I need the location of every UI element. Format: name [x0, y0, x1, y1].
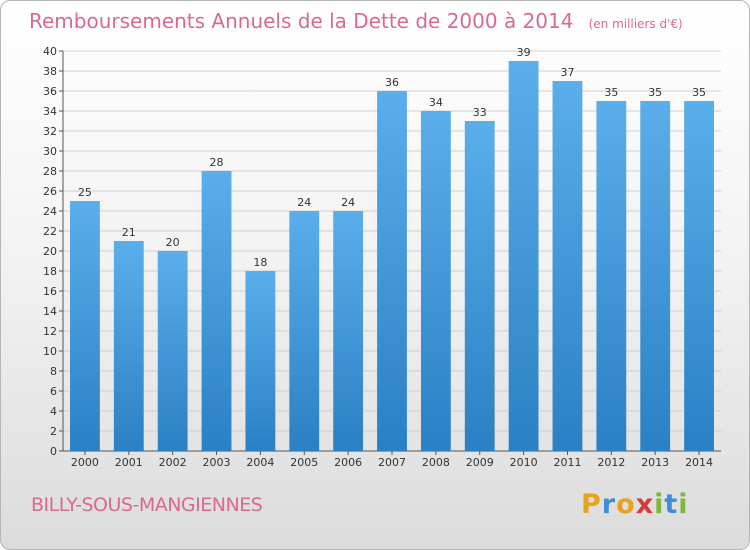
- y-tick-label: 22: [43, 225, 57, 238]
- bar-2000: [70, 201, 100, 451]
- y-tick-label: 8: [50, 365, 57, 378]
- value-label-2012: 35: [604, 86, 618, 99]
- y-tick-label: 28: [43, 165, 57, 178]
- y-tick-label: 14: [43, 305, 57, 318]
- y-tick-label: 38: [43, 65, 57, 78]
- bar-2004: [245, 271, 276, 451]
- value-label-2006: 24: [341, 196, 355, 209]
- x-tick-label-2012: 2012: [597, 456, 625, 469]
- x-tick-label-2002: 2002: [159, 456, 187, 469]
- value-label-2010: 39: [517, 46, 531, 59]
- value-label-2004: 18: [253, 256, 267, 269]
- x-tick-label-2008: 2008: [422, 456, 450, 469]
- bar-2012: [596, 101, 627, 451]
- bar-2001: [113, 241, 144, 451]
- bar-2013: [640, 101, 671, 451]
- y-tick-label: 6: [50, 385, 57, 398]
- x-tick-label-2006: 2006: [334, 456, 362, 469]
- value-label-2011: 37: [560, 66, 574, 79]
- commune-name: BILLY-SOUS-MANGIENNES: [31, 494, 263, 516]
- y-tick-label: 36: [43, 85, 57, 98]
- x-tick-label-2013: 2013: [641, 456, 669, 469]
- bar-2011: [552, 81, 583, 451]
- bar-2002: [157, 251, 188, 451]
- y-tick-label: 30: [43, 145, 57, 158]
- x-tick-label-2007: 2007: [378, 456, 406, 469]
- chart-title-unit: (en milliers d'€): [589, 17, 683, 31]
- value-label-2002: 20: [166, 236, 180, 249]
- y-tick-label: 20: [43, 245, 57, 258]
- y-tick-label: 0: [50, 445, 57, 458]
- x-tick-label-2010: 2010: [510, 456, 538, 469]
- chart-title: Remboursements Annuels de la Dette de 20…: [29, 9, 683, 33]
- value-label-2008: 34: [429, 96, 443, 109]
- x-tick-label-2011: 2011: [553, 456, 581, 469]
- bar-2009: [464, 121, 495, 451]
- y-tick-label: 24: [43, 205, 57, 218]
- value-label-2000: 25: [78, 186, 92, 199]
- bars: [70, 61, 714, 451]
- value-label-2003: 28: [210, 156, 224, 169]
- y-tick-label: 16: [43, 285, 57, 298]
- value-label-2014: 35: [692, 86, 706, 99]
- bar-2010: [508, 61, 539, 451]
- bar-2007: [377, 91, 407, 451]
- proxiti-logo: Proxiti: [581, 489, 689, 520]
- x-tick-label-2009: 2009: [466, 456, 494, 469]
- value-label-2005: 24: [297, 196, 311, 209]
- x-tick-label-2001: 2001: [115, 456, 143, 469]
- bar-2005: [289, 211, 320, 451]
- x-tick-label-2003: 2003: [203, 456, 231, 469]
- bar-2003: [201, 171, 232, 451]
- y-tick-label: 40: [43, 45, 57, 58]
- y-tick-label: 26: [43, 185, 57, 198]
- chart-title-main: Remboursements Annuels de la Dette de 20…: [29, 9, 573, 33]
- bar-2006: [333, 211, 364, 451]
- y-tick-label: 32: [43, 125, 57, 138]
- bar-2008: [420, 111, 451, 451]
- value-label-2001: 21: [122, 226, 136, 239]
- x-tick-label-2000: 2000: [71, 456, 99, 469]
- axes: 0246810121416182022242628303234363840200…: [43, 45, 721, 469]
- x-tick-label-2004: 2004: [246, 456, 274, 469]
- value-label-2007: 36: [385, 76, 399, 89]
- y-tick-label: 12: [43, 325, 57, 338]
- y-tick-label: 34: [43, 105, 57, 118]
- bar-2014: [684, 101, 714, 451]
- y-tick-label: 4: [50, 405, 57, 418]
- value-labels: 25 21 20 28 18 24 24 36 34 33 39 37 35 35 35: [78, 46, 706, 269]
- y-tick-label: 2: [50, 425, 57, 438]
- x-tick-label-2005: 2005: [290, 456, 318, 469]
- x-tick-label-2014: 2014: [685, 456, 713, 469]
- y-tick-label: 10: [43, 345, 57, 358]
- y-tick-label: 18: [43, 265, 57, 278]
- value-label-2013: 35: [648, 86, 662, 99]
- value-label-2009: 33: [473, 106, 487, 119]
